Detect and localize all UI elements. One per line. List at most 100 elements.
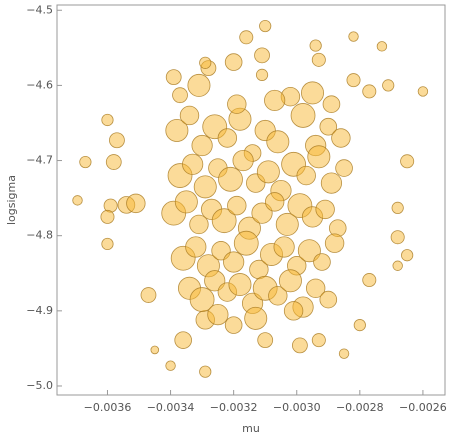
- bubble: [185, 236, 207, 258]
- bubble: [182, 153, 204, 175]
- bubble: [100, 209, 115, 224]
- y-tick-label: −4.5: [26, 3, 53, 16]
- bubble: [305, 278, 326, 298]
- bubble: [254, 47, 270, 64]
- bubble: [204, 270, 226, 292]
- bubble: [264, 89, 286, 112]
- bubble: [401, 249, 414, 262]
- bubble: [191, 134, 213, 157]
- bubble: [313, 253, 331, 271]
- y-tick-label: −4.9: [26, 304, 53, 317]
- bubble: [400, 154, 415, 169]
- bubble: [301, 81, 325, 105]
- bubble: [320, 172, 343, 194]
- bubble: [223, 251, 245, 273]
- x-tick-label: −0.0028: [336, 401, 384, 414]
- bubble: [218, 166, 243, 192]
- y-axis-label: logsigma: [5, 175, 18, 225]
- bubble: [309, 39, 322, 52]
- bubble: [228, 273, 252, 297]
- y-tick-label: −5.0: [26, 379, 53, 392]
- bubble: [165, 118, 189, 142]
- bubble: [319, 117, 338, 136]
- bubble: [172, 87, 188, 104]
- bubble: [297, 239, 321, 263]
- bubble: [227, 94, 247, 114]
- bubble: [391, 201, 404, 214]
- bubble: [322, 95, 341, 113]
- y-tick-label: −4.7: [26, 154, 53, 167]
- bubble: [109, 132, 125, 149]
- bubble: [259, 19, 272, 33]
- bubble: [311, 52, 326, 67]
- bubble: [307, 145, 331, 169]
- bubble: [233, 230, 259, 256]
- x-axis-label: mu: [242, 422, 260, 435]
- bubble: [283, 301, 304, 321]
- x-tick-label: −0.0036: [84, 401, 132, 414]
- bubble: [224, 316, 243, 334]
- bubble: [348, 31, 359, 42]
- bubble: [268, 286, 288, 306]
- bubble: [319, 290, 338, 309]
- bubble: [264, 192, 285, 212]
- bubble: [79, 155, 92, 169]
- bubble: [256, 160, 280, 184]
- bubble: [150, 345, 160, 355]
- bubble: [244, 306, 268, 330]
- bubble: [315, 199, 335, 220]
- bubble: [353, 319, 366, 332]
- bubble: [174, 190, 198, 214]
- bubble: [101, 237, 114, 251]
- bubble: [165, 69, 182, 86]
- bubble: [217, 128, 238, 148]
- bubble: [382, 79, 395, 92]
- bubble: [335, 159, 353, 177]
- x-tick-label: −0.0034: [147, 401, 195, 414]
- bubble: [179, 105, 200, 126]
- bubble: [224, 53, 243, 71]
- bubble: [338, 348, 350, 359]
- bubble: [255, 68, 269, 81]
- bubble: [311, 333, 326, 348]
- bubble: [189, 214, 209, 235]
- bubble: [207, 303, 229, 326]
- bubble: [362, 84, 377, 99]
- bubble: [165, 360, 176, 371]
- bubble: [257, 332, 274, 349]
- bubble: [174, 331, 192, 349]
- bubble: [227, 195, 247, 216]
- bubble: [362, 273, 377, 288]
- bubble: [187, 73, 211, 97]
- y-tick-label: −4.8: [26, 229, 53, 242]
- bubble: [291, 337, 308, 354]
- bubble: [101, 113, 114, 127]
- bubble: [211, 208, 237, 234]
- bubble: [273, 236, 295, 258]
- bubble: [199, 56, 212, 69]
- bubble: [232, 149, 254, 172]
- bubble: [266, 130, 290, 154]
- bubble: [275, 212, 299, 236]
- x-tick-label: −0.0032: [210, 401, 258, 414]
- bubble: [296, 165, 316, 186]
- bubble: [392, 260, 403, 271]
- bubble: [199, 365, 212, 378]
- bubble: [72, 195, 83, 206]
- x-tick-label: −0.0030: [273, 401, 321, 414]
- y-tick-label: −4.6: [26, 78, 53, 91]
- bubble: [140, 287, 157, 303]
- bubble: [324, 233, 345, 253]
- bubble: [278, 269, 302, 293]
- bubble: [193, 175, 217, 199]
- bubble: [189, 287, 215, 312]
- bubble: [331, 128, 351, 148]
- bubble: [251, 202, 273, 224]
- bubble: [239, 30, 254, 45]
- plot-frame: [56, 4, 446, 396]
- bubble: [290, 103, 316, 128]
- bubble: [390, 230, 405, 245]
- x-tick-label: −0.0026: [399, 401, 447, 414]
- bubble: [105, 154, 122, 170]
